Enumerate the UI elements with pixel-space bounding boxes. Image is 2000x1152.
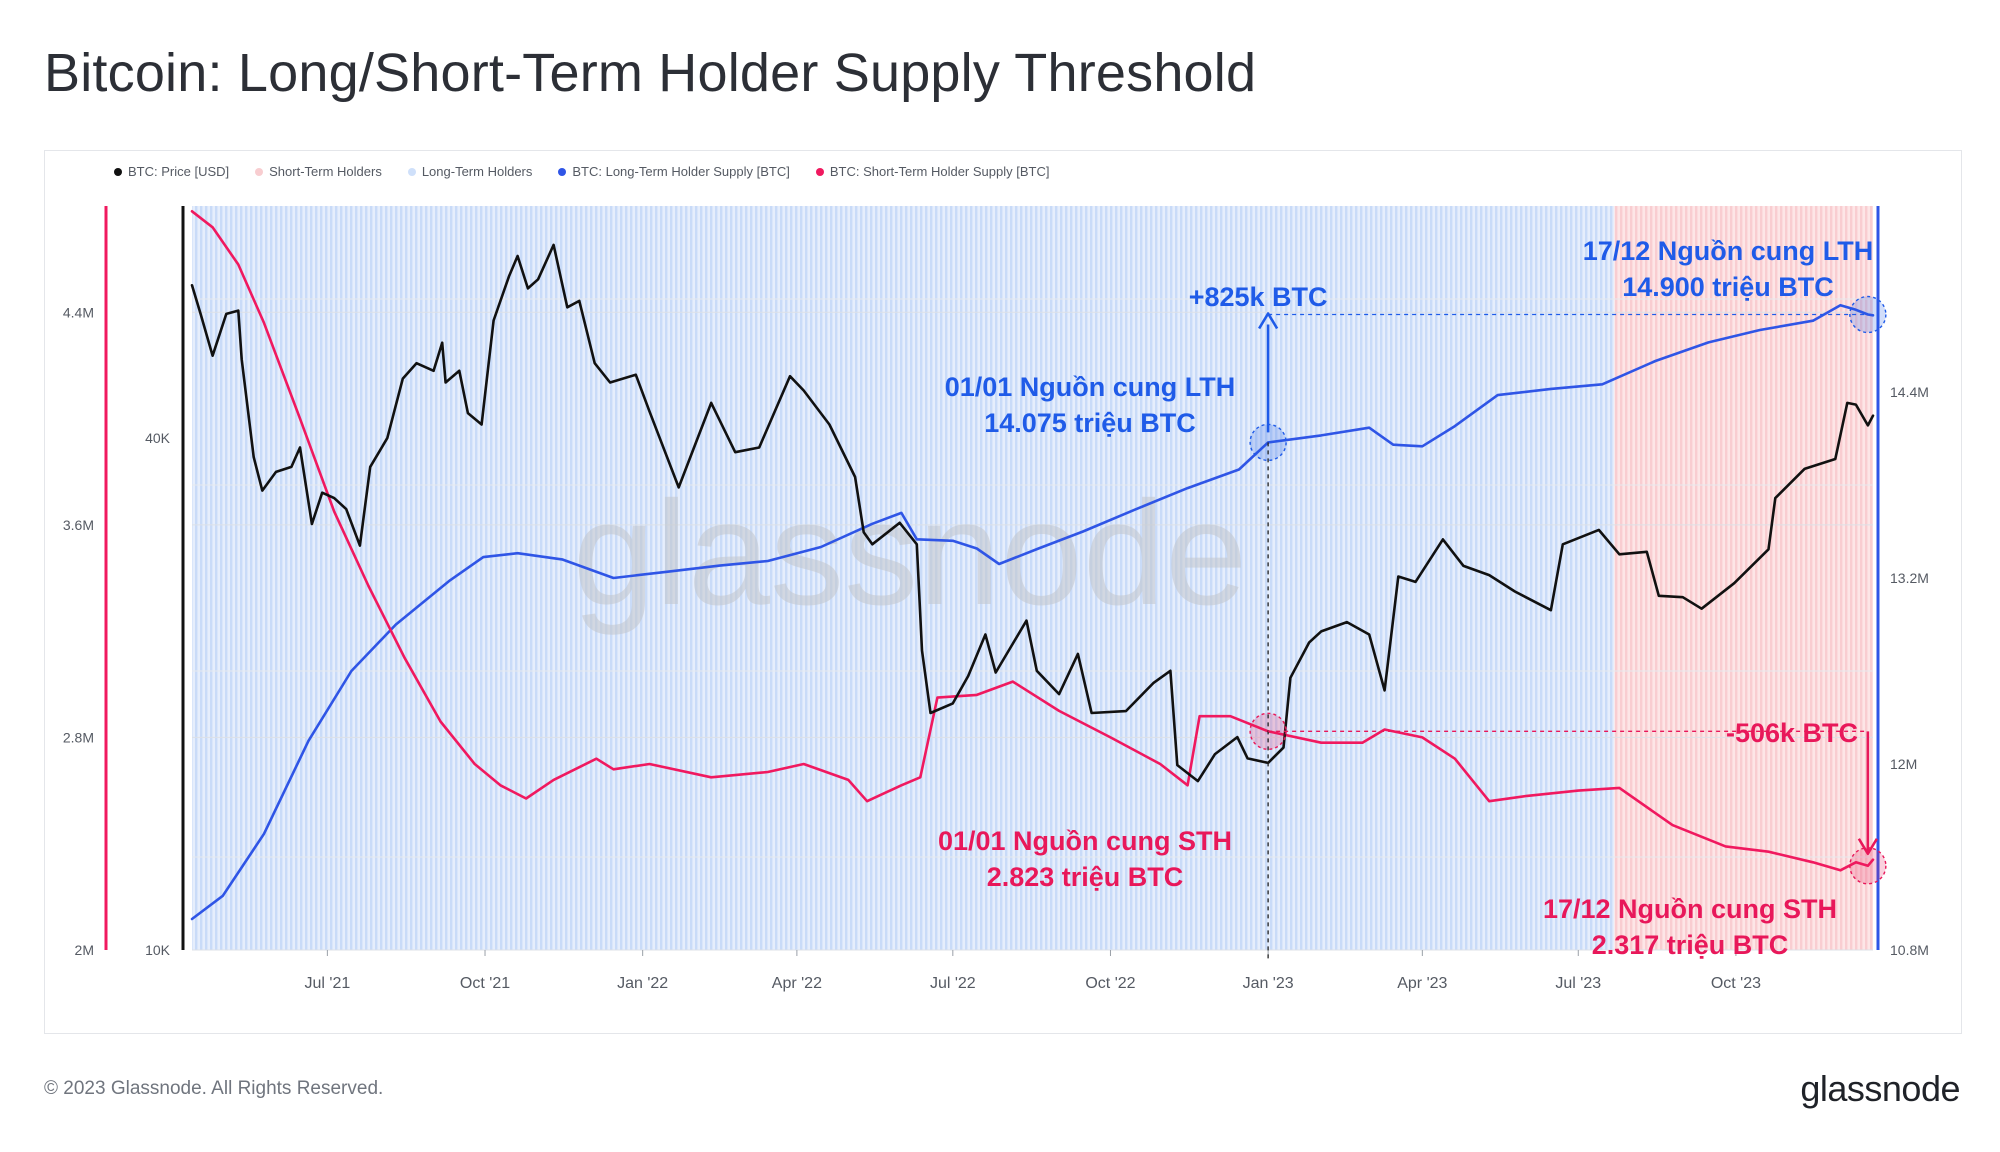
- x-axis-tick-label: Oct '21: [460, 975, 510, 992]
- grid-lines: [192, 298, 1873, 951]
- sth-end-label-line1: 17/12 Nguồn cung STH: [1543, 894, 1837, 924]
- x-axis-tick-label: Jan '22: [617, 975, 668, 992]
- sth-start-label-line2: 2.823 triệu BTC: [987, 862, 1184, 892]
- series-lines: [190, 210, 1875, 921]
- x-axis-tick-label: Jul '22: [930, 975, 976, 992]
- sth-axis-tick-label: 4.4M: [63, 304, 94, 320]
- lth-axis-tick-label: 14.4M: [1890, 384, 1929, 400]
- legend-lth-supply-label: BTC: Long-Term Holder Supply [BTC]: [572, 164, 790, 179]
- axes: 2M 2.8M 3.6M 4.4M 10K 40K 10.8M 12M 13.2M 14.4M Ju…: [63, 206, 1929, 992]
- legend-lth-area-marker: [407, 167, 416, 176]
- legend-sth-area-marker: [255, 167, 264, 176]
- sth-axis-tick-label: 2.8M: [63, 729, 94, 745]
- footer-copyright: © 2023 Glassnode. All Rights Reserved.: [44, 1078, 384, 1099]
- legend-item-lth-supply[interactable]: BTC: Long-Term Holder Supply [BTC]: [558, 164, 790, 179]
- sth-region: [1614, 206, 1873, 950]
- legend-item-sth-area[interactable]: Short-Term Holders: [255, 164, 382, 179]
- lth-axis-tick-label: 13.2M: [1890, 570, 1929, 586]
- legend-price-label: BTC: Price [USD]: [128, 164, 230, 179]
- lth-region: [192, 206, 1615, 950]
- legend-sth-supply-label: BTC: Short-Term Holder Supply [BTC]: [829, 164, 1050, 179]
- watermark: glassnode: [573, 471, 1248, 636]
- legend-item-lth-area[interactable]: Long-Term Holders: [407, 164, 533, 179]
- legend-item-price[interactable]: BTC: Price [USD]: [114, 164, 229, 179]
- sth-start-label-line1: 01/01 Nguồn cung STH: [938, 826, 1232, 856]
- lth-start-label-line1: 01/01 Nguồn cung LTH: [945, 372, 1236, 402]
- x-axis-tick-label: Jan '23: [1243, 975, 1294, 992]
- sth-change-arrow-head: [1857, 838, 1878, 856]
- sth-end-label-line2: 2.317 triệu BTC: [1592, 930, 1789, 960]
- price-axis-tick-label: 10K: [145, 942, 171, 958]
- legend-price-marker: [114, 167, 122, 176]
- sth-axis-tick-label: 3.6M: [63, 517, 94, 533]
- legend-sth-supply-marker: [815, 167, 824, 176]
- legend-lth-supply-marker: [558, 167, 567, 176]
- lth-start-label-line2: 14.075 triệu BTC: [984, 408, 1196, 438]
- chart-legend: BTC: Price [USD] Short-Term Holders Long…: [114, 164, 1049, 179]
- lth-end-label-line1: 17/12 Nguồn cung LTH: [1583, 236, 1874, 266]
- legend-sth-area-label: Short-Term Holders: [269, 164, 382, 179]
- lth-end-label-line2: 14.900 triệu BTC: [1622, 272, 1834, 302]
- x-axis-tick-label: Oct '22: [1085, 975, 1135, 992]
- holder-state-areas: [192, 206, 1873, 950]
- page-title: Bitcoin: Long/Short-Term Holder Supply T…: [44, 43, 1257, 103]
- lth-change-label: +825k BTC: [1189, 282, 1328, 312]
- lth-end-marker[interactable]: [1849, 295, 1887, 334]
- sth-supply-line: [190, 210, 1875, 872]
- glassnode-logo[interactable]: glassnode: [1800, 1068, 1960, 1109]
- x-axis-tick-label: Jul '23: [1555, 975, 1601, 992]
- x-axis-tick-label: Apr '23: [1397, 975, 1447, 992]
- price-axis-tick-label: 40K: [145, 430, 171, 446]
- x-axis-tick-label: Apr '22: [772, 975, 822, 992]
- legend-lth-area-label: Long-Term Holders: [421, 164, 533, 179]
- legend-item-sth-supply[interactable]: BTC: Short-Term Holder Supply [BTC]: [815, 164, 1050, 179]
- lth-axis-tick-label: 10.8M: [1890, 942, 1929, 958]
- annotations: 01/01 Nguồn cung LTH 14.075 triệu BTC 17/1…: [938, 236, 1887, 960]
- price-line: [190, 243, 1875, 783]
- lth-supply-line: [190, 303, 1875, 921]
- lth-axis-tick-label: 12M: [1890, 756, 1917, 772]
- x-axis-tick-label: Jul '21: [304, 975, 350, 992]
- lth-change-arrow-head: [1257, 312, 1279, 330]
- sth-change-label: -506k BTC: [1726, 718, 1858, 748]
- x-axis-tick-label: Oct '23: [1711, 975, 1761, 992]
- sth-axis-tick-label: 2M: [75, 942, 94, 958]
